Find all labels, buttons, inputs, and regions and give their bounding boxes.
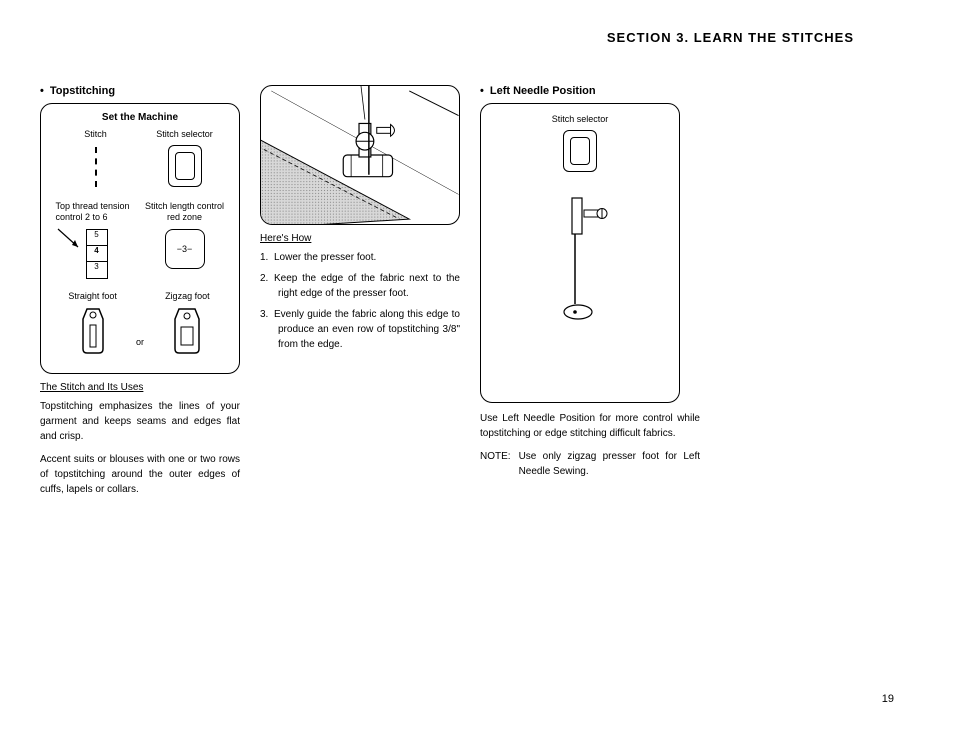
selector-label-2: Stitch selector — [552, 114, 609, 124]
steps-list: 1.Lower the presser foot. 2.Keep the edg… — [260, 250, 460, 352]
stitch-label: Stitch — [84, 129, 107, 139]
row-feet: Straight foot or Zigzag foot — [51, 291, 229, 355]
step-2-text: Keep the edge of the fabric next to the … — [274, 273, 460, 299]
set-machine-panel: Set the Machine Stitch Stitch selector T… — [40, 103, 240, 374]
selector-icon-box: Stitch selector — [145, 129, 225, 189]
length-icon-box: Stitch length control red zone −3− — [145, 201, 225, 271]
step-3: 3.Evenly guide the fabric along this edg… — [260, 307, 460, 352]
content-columns: Topstitching Set the Machine Stitch Stit… — [40, 85, 914, 505]
length-dial-icon: −3− — [165, 229, 205, 269]
zigzag-foot-box: Zigzag foot — [147, 291, 227, 355]
stitch-uses-para1: Topstitching emphasizes the lines of you… — [40, 399, 240, 444]
tension-dial-icon: 5 4 3 — [86, 229, 108, 279]
column-left-needle: Left Needle Position Stitch selector Use… — [480, 85, 700, 505]
length-label: Stitch length control red zone — [145, 201, 225, 223]
tension-label: Top thread tension control 2 to 6 — [56, 201, 136, 223]
row-tension-length: Top thread tension control 2 to 6 5 4 3 — [51, 201, 229, 281]
or-label: or — [136, 337, 144, 347]
straight-foot-label: Straight foot — [68, 291, 117, 301]
selector-label: Stitch selector — [156, 129, 213, 139]
column-topstitching: Topstitching Set the Machine Stitch Stit… — [40, 85, 240, 505]
heres-how-subhead: Here's How — [260, 233, 460, 244]
step-3-text: Evenly guide the fabric along this edge … — [274, 309, 460, 350]
stitch-line-icon — [95, 147, 97, 187]
row-stitch-selector: Stitch Stitch selector — [51, 129, 229, 191]
column-heres-how: Here's How 1.Lower the presser foot. 2.K… — [260, 85, 460, 505]
selector-icon — [168, 145, 202, 187]
note-label: NOTE: — [480, 449, 511, 479]
stitch-icon-box: Stitch — [56, 129, 136, 191]
tension-arrow-icon — [56, 227, 82, 253]
zigzag-foot-label: Zigzag foot — [165, 291, 210, 301]
step-1-text: Lower the presser foot. — [274, 252, 376, 263]
panel-title: Set the Machine — [51, 112, 229, 123]
section-header: SECTION 3. LEARN THE STITCHES — [40, 30, 914, 45]
page-number: 19 — [882, 693, 894, 705]
step-2: 2.Keep the edge of the fabric next to th… — [260, 271, 460, 301]
left-needle-para: Use Left Needle Position for more contro… — [480, 411, 700, 441]
needle-position-icon — [550, 194, 610, 334]
tension-val-5: 5 — [87, 230, 107, 246]
note-row: NOTE: Use only zigzag presser foot for L… — [480, 449, 700, 479]
tension-val-4: 4 — [87, 246, 107, 262]
stitch-uses-para2: Accent suits or blouses with one or two … — [40, 452, 240, 497]
topstitching-title: Topstitching — [40, 85, 240, 97]
presser-foot-illustration — [260, 85, 460, 225]
left-needle-panel: Stitch selector — [480, 103, 680, 403]
note-body: Use only zigzag presser foot for Left Ne… — [519, 449, 700, 479]
selector-icon-2 — [563, 130, 597, 172]
straight-foot-box: Straight foot — [53, 291, 133, 355]
left-needle-title: Left Needle Position — [480, 85, 700, 97]
tension-icon-box: Top thread tension control 2 to 6 5 4 3 — [56, 201, 136, 281]
stitch-uses-subhead: The Stitch and Its Uses — [40, 382, 240, 393]
step-1: 1.Lower the presser foot. — [260, 250, 460, 265]
straight-foot-icon — [73, 305, 113, 355]
tension-val-3: 3 — [87, 262, 107, 277]
zigzag-foot-icon — [167, 305, 207, 355]
